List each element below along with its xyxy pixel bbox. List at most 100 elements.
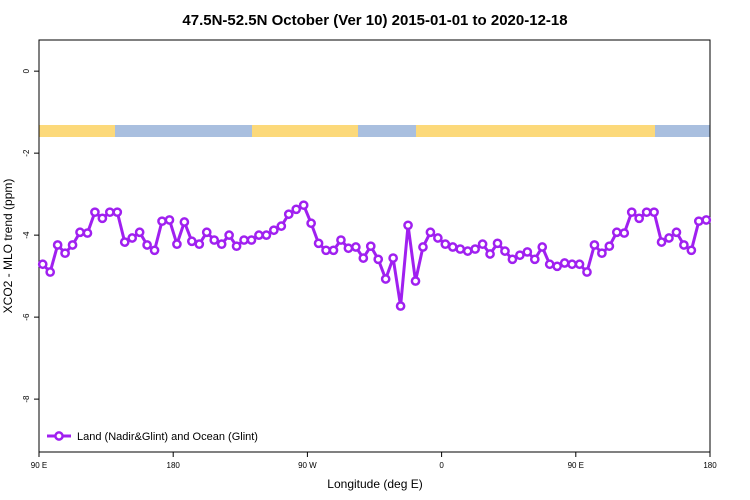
data-point [522, 247, 533, 257]
ocean-segment [655, 125, 710, 137]
data-point [37, 259, 48, 270]
data-point [321, 245, 331, 256]
x-tick-label: 0 [439, 461, 444, 470]
data-point [328, 245, 339, 256]
data-point [194, 239, 205, 250]
data-point [179, 217, 190, 227]
land-segment [252, 125, 358, 137]
data-point [313, 238, 324, 249]
data-point [574, 259, 585, 270]
data-point [679, 240, 689, 250]
land-ocean-band [39, 125, 710, 137]
data-point [425, 227, 436, 238]
data-point [634, 213, 645, 224]
series-line [41, 203, 707, 308]
data-point [507, 254, 518, 265]
y-tick-label: -2 [22, 149, 31, 157]
x-tick-label: 90 E [568, 461, 584, 470]
data-point [597, 248, 607, 259]
data-point [373, 254, 384, 265]
data-point [90, 207, 100, 218]
data-point [276, 221, 287, 231]
data-point [455, 244, 466, 254]
data-point [418, 242, 428, 252]
data-point [336, 235, 346, 245]
data-point [671, 227, 682, 238]
data-point [52, 240, 63, 250]
data-point [291, 204, 302, 215]
data-point [149, 245, 160, 256]
data-point [209, 235, 220, 245]
data-point [537, 242, 548, 252]
data-point [261, 230, 272, 240]
data-point [224, 230, 234, 240]
data-point [515, 250, 525, 261]
ocean-segment [115, 125, 252, 137]
data-point [686, 245, 697, 256]
data-point [134, 227, 145, 238]
data-point [656, 237, 667, 247]
data-point [67, 240, 78, 250]
y-tick-label: -8 [22, 395, 31, 403]
data-point [492, 238, 503, 249]
data-point [582, 267, 592, 277]
legend-label: Land (Nadir&Glint) and Ocean (Glint) [77, 431, 258, 443]
x-tick-label: 90 W [298, 461, 317, 470]
data-point [619, 228, 630, 238]
data-point [127, 233, 138, 243]
data-point [477, 239, 488, 250]
data-point [604, 241, 615, 252]
data-point [388, 253, 398, 263]
data-point [552, 261, 563, 272]
data-point [440, 239, 451, 250]
data-point [380, 274, 391, 284]
y-axis-label: XCO2 - MLO trend (ppm) [1, 179, 15, 314]
y-tick-label: -4 [22, 231, 31, 239]
data-point [142, 240, 152, 250]
data-point [112, 207, 123, 218]
legend-marker [54, 431, 64, 441]
data-point [45, 267, 56, 277]
data-point [395, 301, 406, 311]
data-point [485, 249, 495, 259]
land-segment [39, 125, 115, 137]
data-point [559, 258, 570, 268]
data-point [254, 230, 264, 240]
data-point [410, 276, 421, 286]
data-point [75, 227, 85, 238]
data-point [343, 243, 354, 254]
data-point [231, 241, 242, 252]
data-point [60, 248, 70, 259]
chart-title: 47.5N-52.5N October (Ver 10) 2015-01-01 … [182, 12, 567, 29]
data-point [529, 254, 540, 265]
data-point [97, 213, 108, 224]
data-point [649, 207, 659, 218]
data-point [157, 216, 167, 227]
data-point [119, 237, 130, 247]
ocean-segment [358, 125, 416, 137]
data-point [283, 209, 294, 220]
data-point [351, 242, 361, 252]
data-point [164, 215, 175, 225]
data-point [693, 216, 704, 227]
data-point [447, 242, 458, 252]
data-point [611, 227, 622, 238]
x-tick-label: 180 [703, 461, 717, 470]
data-point [239, 235, 249, 245]
land-segment [416, 125, 655, 137]
data-point [701, 215, 712, 225]
data-point [500, 246, 510, 256]
data-point [186, 236, 197, 247]
x-tick-label: 90 E [31, 461, 47, 470]
data-point [664, 233, 674, 243]
data-point [403, 220, 413, 231]
data-point [365, 241, 376, 252]
data-point [246, 235, 257, 245]
data-point [544, 259, 555, 270]
y-tick-label: -6 [22, 313, 31, 321]
data-point [104, 207, 115, 218]
data-point [82, 228, 93, 238]
data-point [172, 239, 182, 250]
x-axis-label: Longitude (deg E) [327, 477, 422, 491]
